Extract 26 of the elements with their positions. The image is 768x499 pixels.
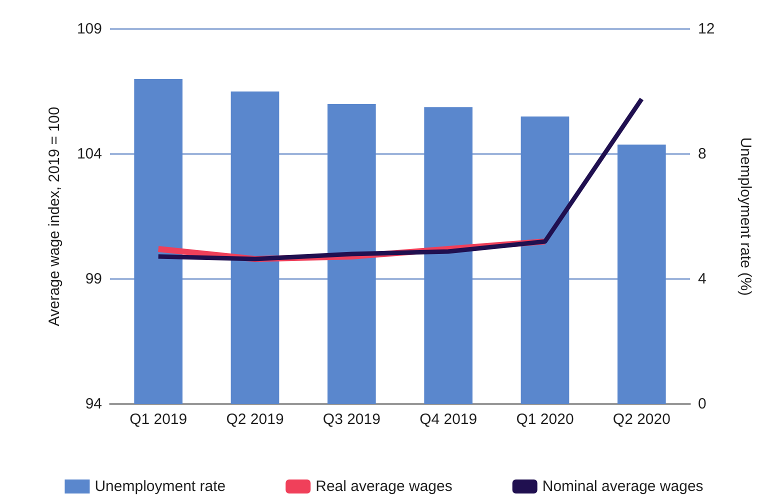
legend-label: Real average wages [316, 478, 452, 495]
y2-tick-label: 12 [698, 20, 715, 38]
y2-tick-label: 8 [698, 146, 706, 162]
x-tick-label: Q1 2020 [516, 411, 574, 428]
y-tick-label: 109 [76, 20, 102, 38]
x-tick-label: Q1 2019 [130, 411, 188, 428]
bar [230, 92, 280, 404]
bar [328, 104, 376, 404]
y2-tick-label: 0 [698, 396, 706, 412]
bar [520, 116, 570, 404]
y-axis-title: Average wage index, 2019 = 100 [46, 106, 63, 326]
bar [424, 107, 472, 404]
legend-label: Nominal average wages [542, 478, 704, 495]
bar [134, 79, 182, 404]
legend-label: Unemployment rate [94, 478, 226, 495]
bar [618, 144, 666, 404]
x-tick-label: Q3 2019 [322, 411, 380, 428]
x-tick-label: Q2 2020 [612, 411, 670, 428]
x-tick-label: Q2 2019 [226, 411, 284, 428]
y2-tick-label: 4 [698, 270, 706, 288]
y2-axis-title: Unemployment rate (%) [737, 137, 754, 296]
line-series [156, 96, 644, 262]
y-tick-label: 99 [85, 270, 102, 288]
y-tick-label: 94 [85, 396, 102, 412]
x-tick-label: Q4 2019 [420, 411, 478, 428]
y-tick-label: 104 [76, 146, 102, 162]
